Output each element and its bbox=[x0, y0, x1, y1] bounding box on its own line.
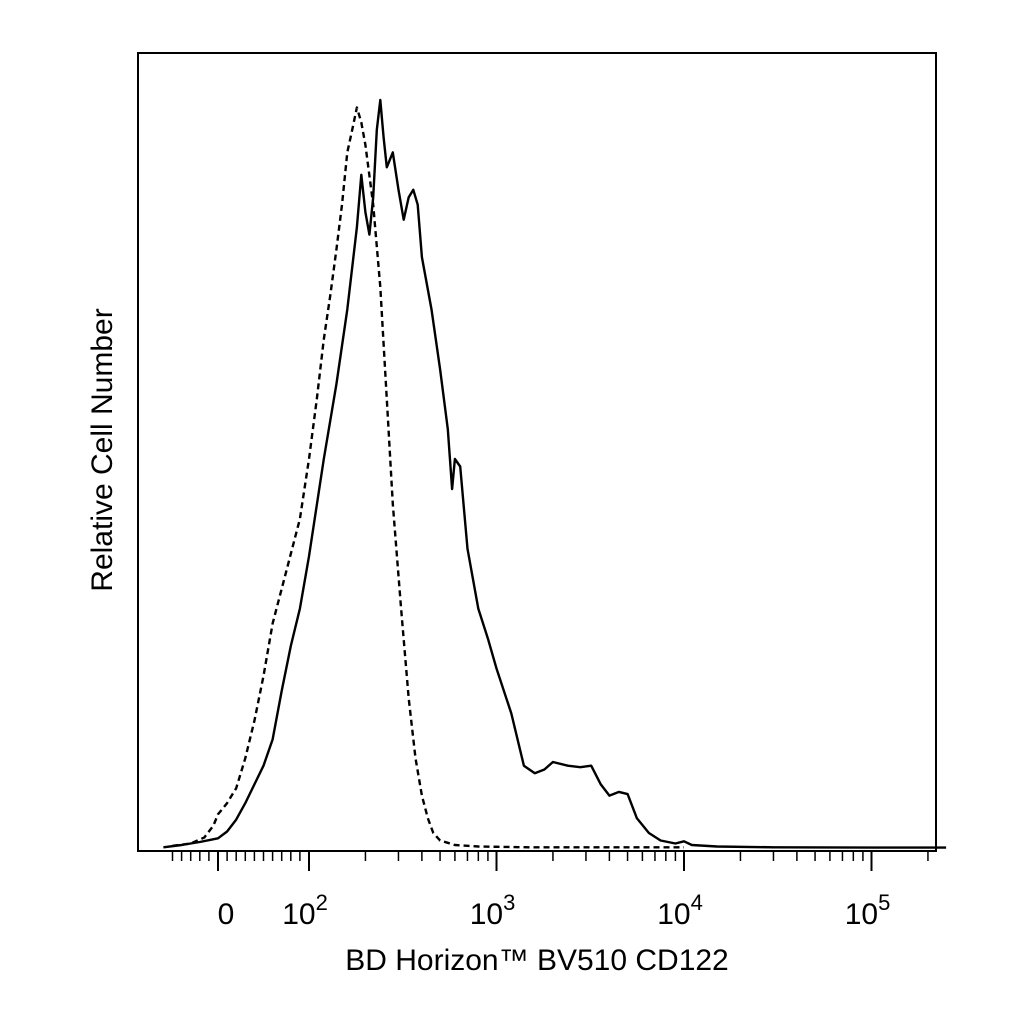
y-axis-title: Relative Cell Number bbox=[86, 308, 119, 591]
x-major-ticks bbox=[217, 851, 873, 871]
x-tick-label: 103 bbox=[470, 890, 516, 931]
x-tick-label: 0 bbox=[218, 898, 235, 931]
x-tick-label: 102 bbox=[282, 890, 328, 931]
x-tick-label: 104 bbox=[657, 890, 703, 931]
dashed-histogram-line bbox=[172, 106, 684, 849]
x-minor-ticks bbox=[171, 851, 929, 861]
plot-frame bbox=[137, 52, 937, 852]
x-tick-label: 105 bbox=[845, 890, 891, 931]
x-axis-title: BD Horizon™ BV510 CD122 bbox=[345, 944, 729, 977]
histogram-curves bbox=[163, 98, 947, 849]
solid-histogram-line bbox=[163, 98, 947, 849]
x-tick-labels: 0 102 103 104 105 bbox=[218, 890, 891, 931]
